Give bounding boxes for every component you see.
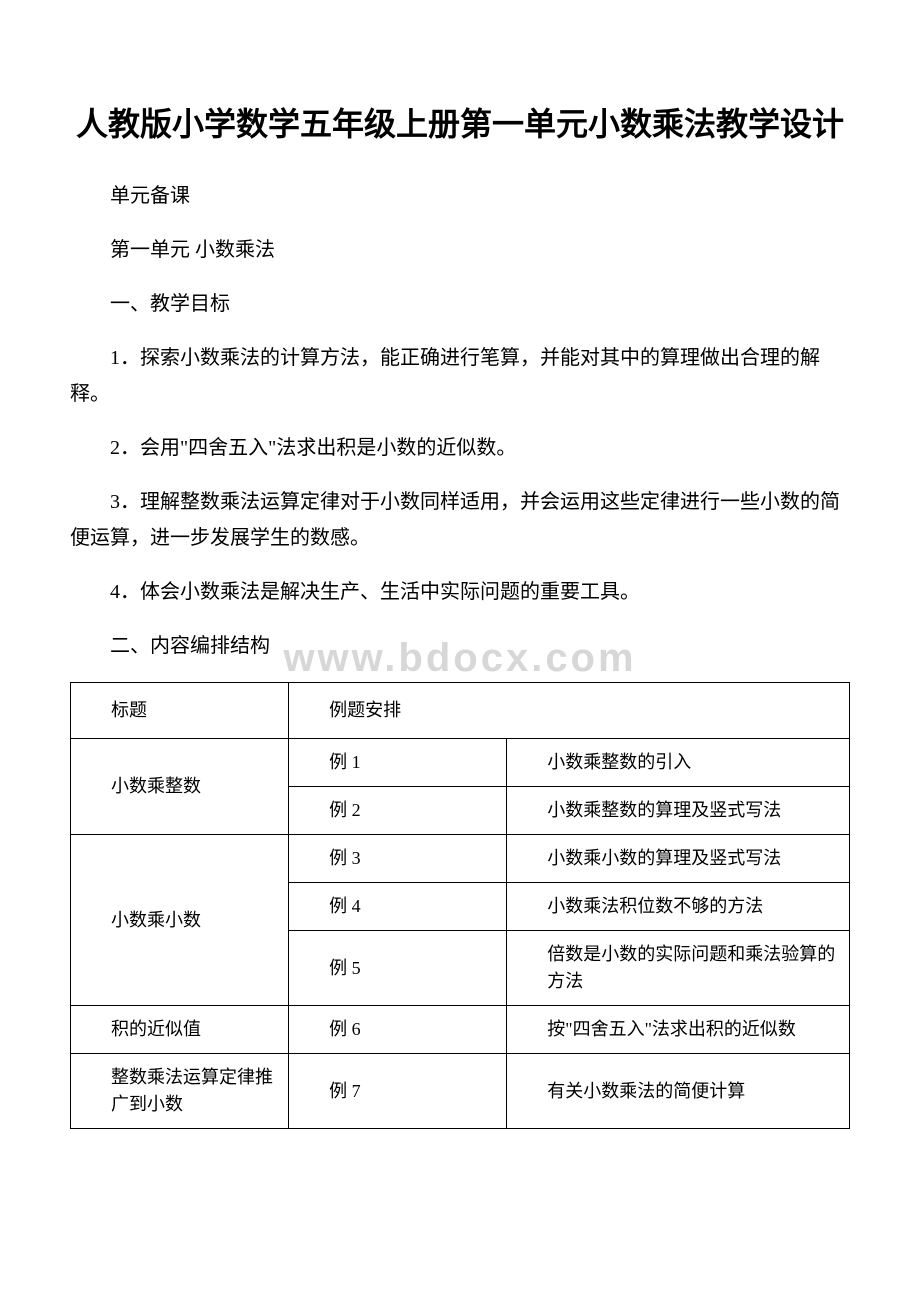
- cell-example: 例 6: [289, 1006, 507, 1054]
- cell-example: 例 3: [289, 835, 507, 883]
- cell-example: 例 2: [289, 787, 507, 835]
- header-cell-examples: 例题安排: [289, 683, 850, 739]
- cell-desc: 小数乘小数的算理及竖式写法: [507, 835, 850, 883]
- heading-goals: 一、教学目标: [70, 286, 850, 322]
- cell-desc: 倍数是小数的实际问题和乘法验算的方法: [507, 931, 850, 1006]
- table-row: 小数乘小数 例 3 小数乘小数的算理及竖式写法: [71, 835, 850, 883]
- goal-item-2: 2．会用"四舍五入"法求出积是小数的近似数。: [70, 430, 850, 466]
- cell-desc: 按"四舍五入"法求出积的近似数: [507, 1006, 850, 1054]
- para-unit-name: 第一单元 小数乘法: [70, 232, 850, 268]
- table-header-row: 标题 例题安排: [71, 683, 850, 739]
- goal-item-4: 4．体会小数乘法是解决生产、生活中实际问题的重要工具。: [70, 574, 850, 610]
- cell-topic: 小数乘小数: [71, 835, 289, 1006]
- cell-topic: 积的近似值: [71, 1006, 289, 1054]
- table-row: 小数乘整数 例 1 小数乘整数的引入: [71, 739, 850, 787]
- goal-item-1: 1．探索小数乘法的计算方法，能正确进行笔算，并能对其中的算理做出合理的解释。: [70, 340, 850, 412]
- heading-structure: 二、内容编排结构: [70, 628, 850, 664]
- cell-example: 例 7: [289, 1054, 507, 1129]
- goal-item-3: 3．理解整数乘法运算定律对于小数同样适用，并会运用这些定律进行一些小数的简便运算…: [70, 484, 850, 556]
- content-structure-table: 标题 例题安排 小数乘整数 例 1 小数乘整数的引入 例 2 小数乘整数的算理及…: [70, 682, 850, 1129]
- table-row: 整数乘法运算定律推广到小数 例 7 有关小数乘法的简便计算: [71, 1054, 850, 1129]
- header-cell-title: 标题: [71, 683, 289, 739]
- cell-topic: 小数乘整数: [71, 739, 289, 835]
- cell-desc: 小数乘整数的引入: [507, 739, 850, 787]
- cell-desc: 小数乘整数的算理及竖式写法: [507, 787, 850, 835]
- document-content: 人教版小学数学五年级上册第一单元小数乘法教学设计 单元备课 第一单元 小数乘法 …: [70, 100, 850, 1129]
- cell-example: 例 5: [289, 931, 507, 1006]
- cell-desc: 有关小数乘法的简便计算: [507, 1054, 850, 1129]
- cell-desc: 小数乘法积位数不够的方法: [507, 883, 850, 931]
- cell-topic: 整数乘法运算定律推广到小数: [71, 1054, 289, 1129]
- page-title: 人教版小学数学五年级上册第一单元小数乘法教学设计: [70, 100, 850, 148]
- cell-example: 例 4: [289, 883, 507, 931]
- table-row: 积的近似值 例 6 按"四舍五入"法求出积的近似数: [71, 1006, 850, 1054]
- cell-example: 例 1: [289, 739, 507, 787]
- para-unit-prep: 单元备课: [70, 178, 850, 214]
